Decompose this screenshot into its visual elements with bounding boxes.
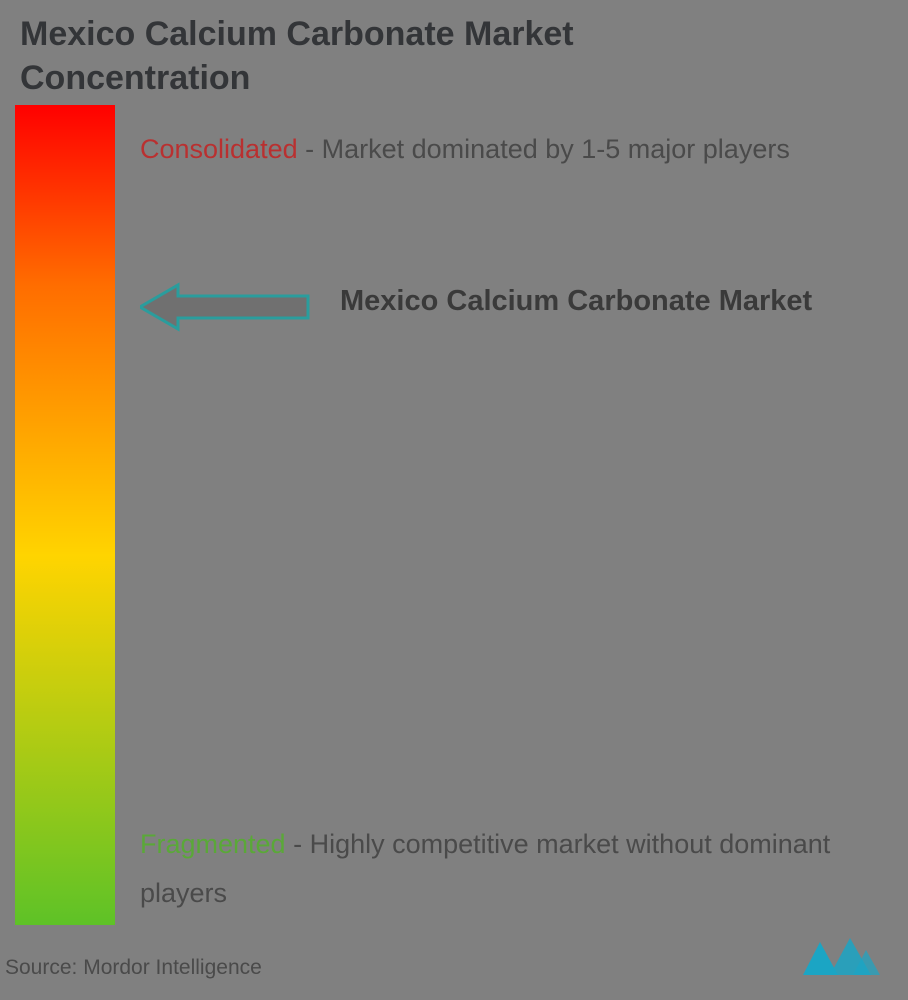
arrow-left-icon	[140, 282, 310, 332]
title-line-1: Mexico Calcium Carbonate Market	[20, 15, 574, 53]
market-indicator: Mexico Calcium Carbonate Market	[140, 282, 812, 332]
source-attribution: Source: Mordor Intelligence	[5, 956, 262, 980]
concentration-gradient-bar	[15, 105, 115, 925]
consolidated-desc-text: - Market dominated by 1-5 major players	[298, 134, 790, 164]
chart-title: Mexico Calcium Carbonate Market Concentr…	[20, 12, 574, 100]
consolidated-description: Consolidated - Market dominated by 1-5 m…	[140, 125, 790, 174]
fragmented-label: Fragmented	[140, 829, 286, 859]
consolidated-label: Consolidated	[140, 134, 298, 164]
gradient-rect	[15, 105, 115, 925]
title-line-2: Concentration	[20, 59, 250, 97]
fragmented-description: Fragmented - Highly competitive market w…	[140, 820, 908, 917]
market-name-label: Mexico Calcium Carbonate Market	[340, 282, 812, 321]
mordor-logo-icon	[798, 930, 883, 985]
